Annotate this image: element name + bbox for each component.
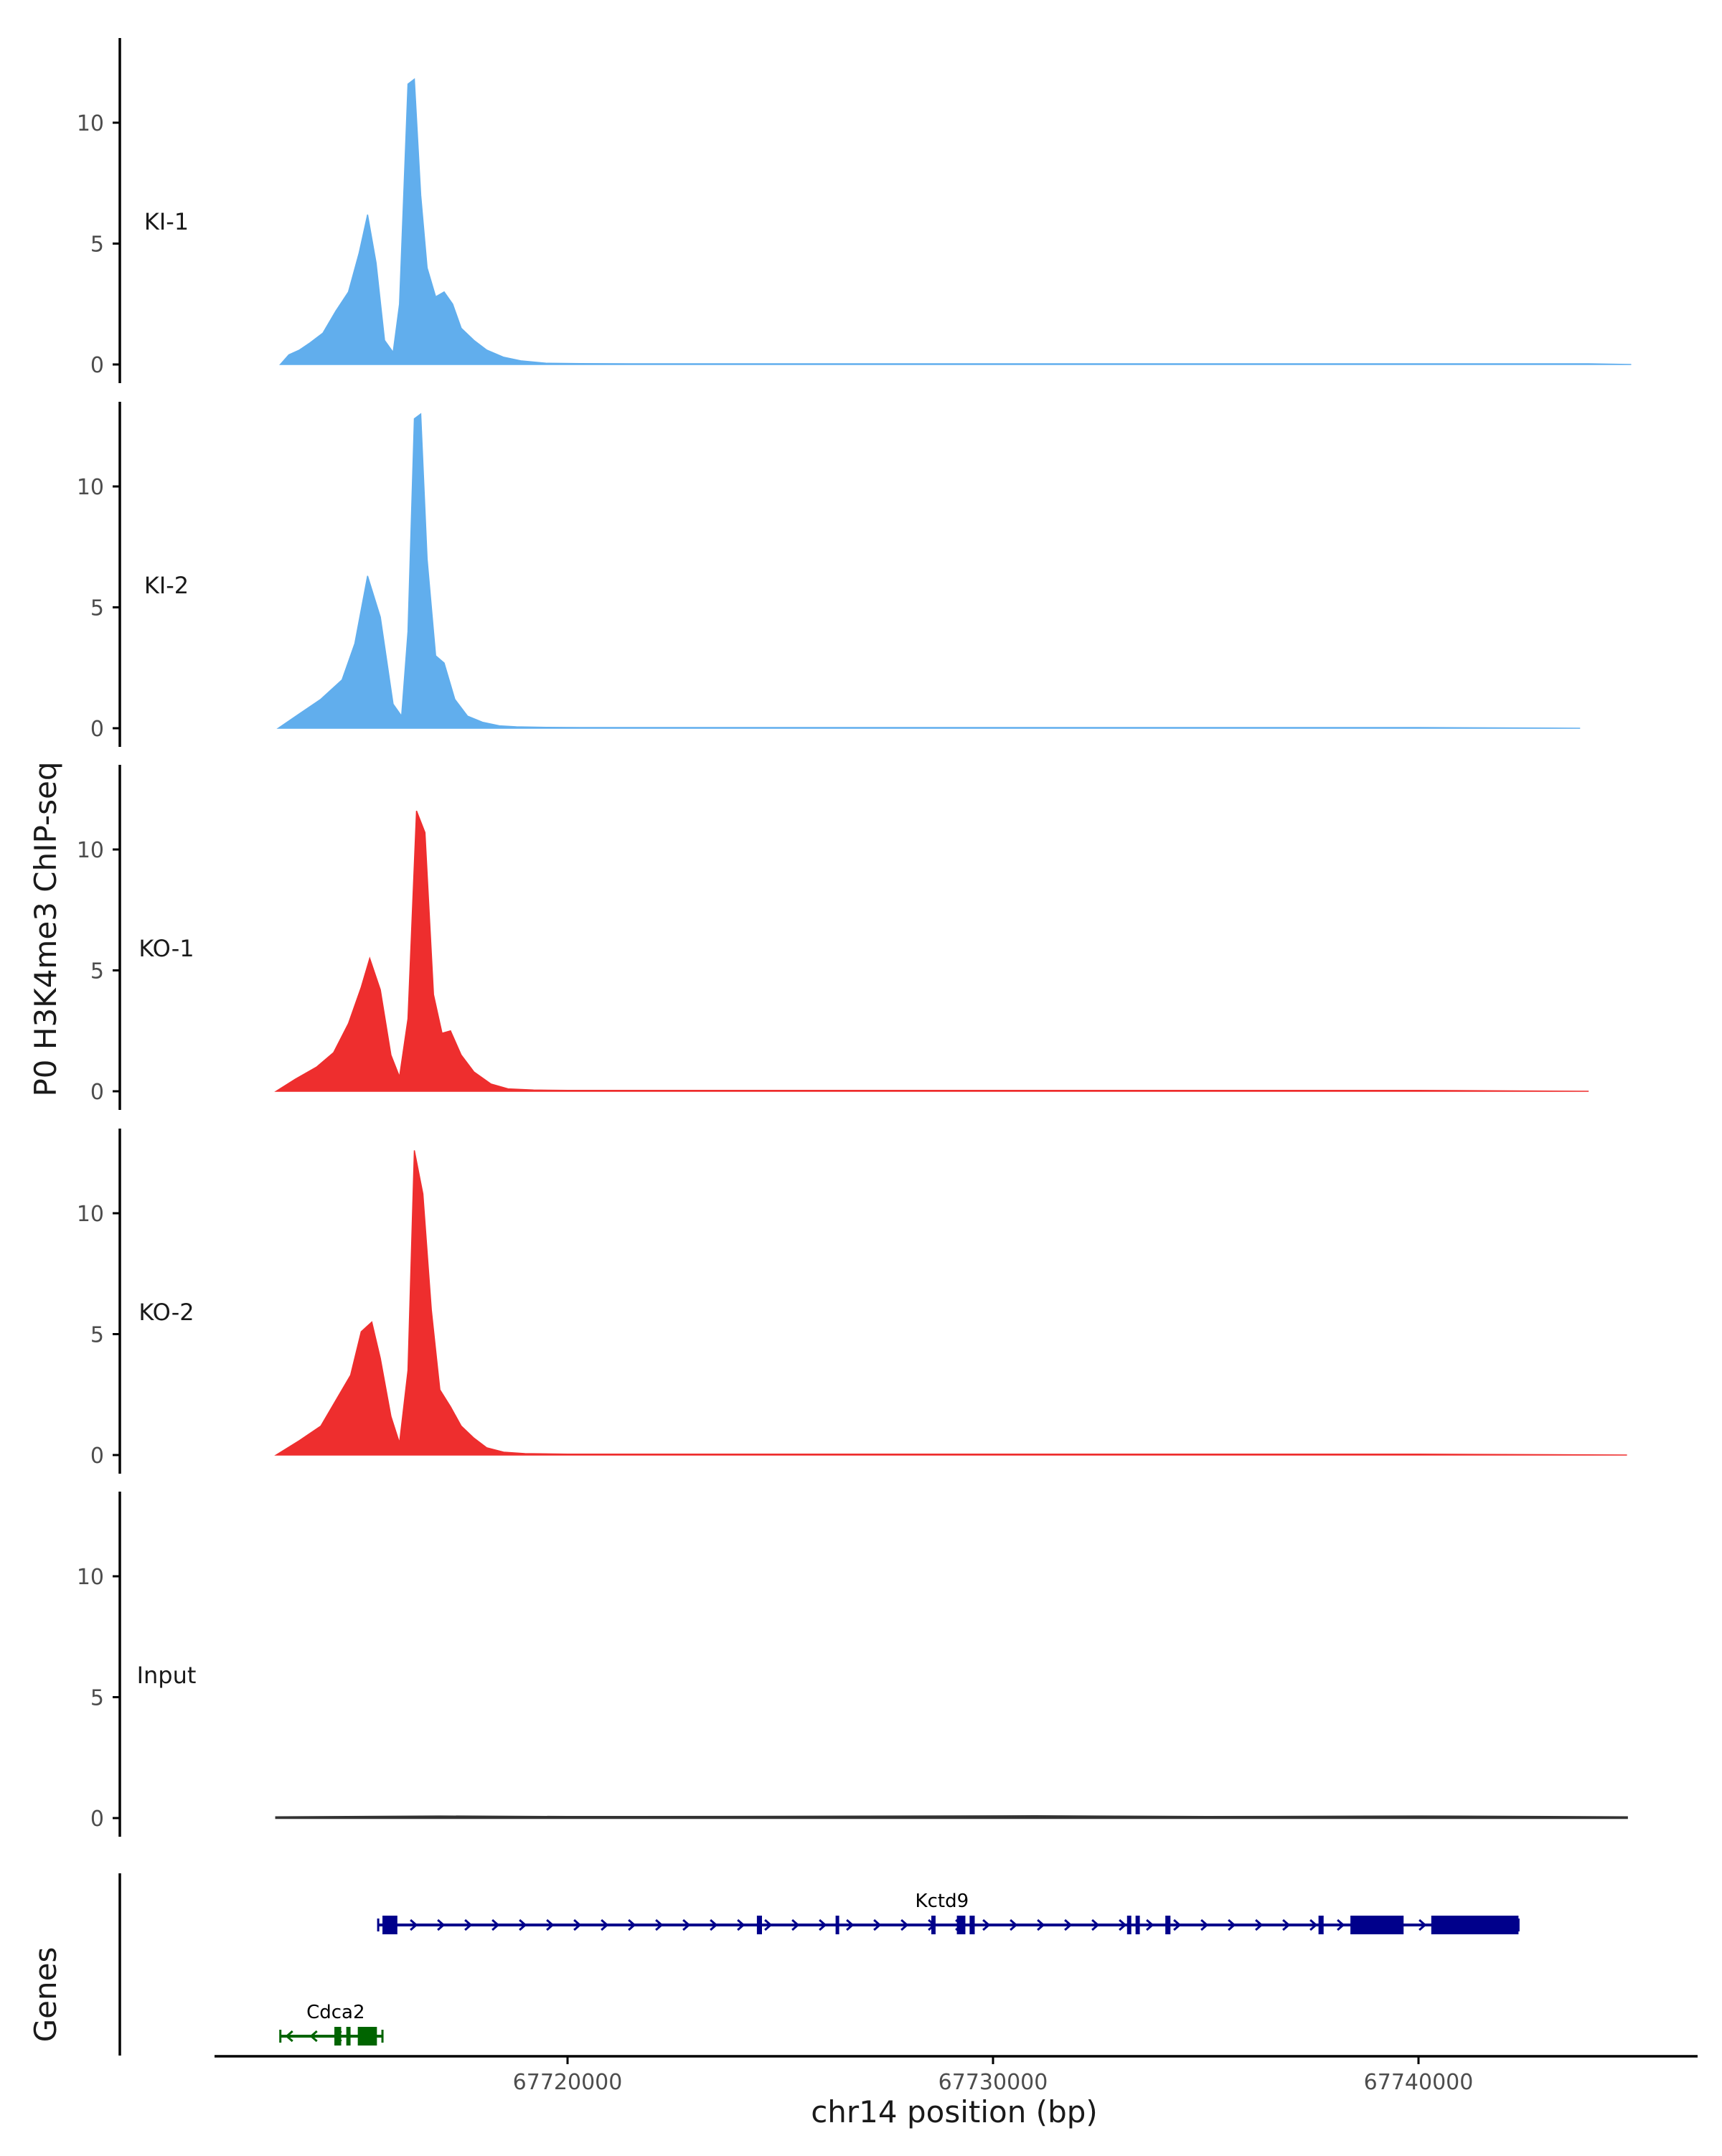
- gene-exon: [969, 1916, 975, 1934]
- y-tick-label: 5: [90, 959, 104, 984]
- strand-chevron: [1037, 1919, 1045, 1931]
- y-tick-label: 0: [90, 1807, 104, 1832]
- y-tick-label: 10: [77, 838, 104, 863]
- gene-kctd9: Kctd9: [377, 1891, 1520, 1934]
- strand-chevron: [1282, 1919, 1291, 1931]
- y-tick-label: 0: [90, 353, 104, 378]
- strand-chevron: [519, 1919, 527, 1931]
- gene-track: Kctd9 Cdca2: [118, 1873, 1520, 2056]
- signal-area: [275, 1815, 1628, 1820]
- strand-chevron: [285, 2030, 293, 2043]
- strand-chevron: [546, 1919, 555, 1931]
- track-label: KO-2: [138, 1299, 194, 1326]
- y-tick-label: 0: [90, 717, 104, 742]
- y-tick-label: 5: [90, 1686, 104, 1711]
- x-tick-label: 67730000: [938, 2070, 1048, 2095]
- x-axis: 67720000 67730000 67740000: [215, 2055, 1698, 2095]
- strand-chevron: [628, 1919, 636, 1931]
- signal-area: [279, 77, 1632, 365]
- track-label: KO-1: [138, 935, 194, 962]
- strand-chevron: [1091, 1919, 1100, 1931]
- strand-chevron: [1255, 1919, 1264, 1931]
- strand-chevron: [1119, 1919, 1127, 1931]
- strand-chevron: [1064, 1919, 1073, 1931]
- strand-chevron: [573, 1919, 582, 1931]
- y-tick-label: 5: [90, 232, 104, 258]
- track-input: 0 5 10 Input: [77, 1492, 1628, 1837]
- y-tick-label: 10: [77, 111, 104, 136]
- track-ki-2: 0 5 10 KI-2: [77, 402, 1581, 747]
- x-tick-label: 67740000: [1364, 2070, 1474, 2095]
- gene-exon: [1318, 1916, 1324, 1934]
- strand-chevron: [437, 1919, 446, 1931]
- strand-chevron: [491, 1919, 500, 1931]
- gene-label: Cdca2: [306, 2002, 364, 2023]
- gene-exon: [346, 2027, 351, 2046]
- strand-chevron: [682, 1919, 691, 1931]
- y-tick-label: 10: [77, 1565, 104, 1590]
- strand-chevron: [982, 1919, 991, 1931]
- gene-exon: [956, 1916, 966, 1934]
- strand-chevron: [601, 1919, 609, 1931]
- strand-chevron: [791, 1919, 800, 1931]
- y-tick-label: 0: [90, 1444, 104, 1469]
- strand-chevron: [819, 1919, 827, 1931]
- gene-label: Kctd9: [916, 1891, 969, 1912]
- gene-exon: [1350, 1916, 1404, 1934]
- signal-area: [274, 810, 1589, 1092]
- gene-exon: [1431, 1916, 1519, 1934]
- strand-chevron: [710, 1919, 718, 1931]
- strand-chevron: [1418, 1919, 1427, 1931]
- track-ko-2: 0 5 10 KO-2: [77, 1129, 1627, 1474]
- gene-exon: [1135, 1916, 1140, 1934]
- strand-chevron: [1173, 1919, 1182, 1931]
- y-tick-label: 5: [90, 596, 104, 621]
- track-ko-1: 0 5 10 KO-1: [77, 765, 1589, 1110]
- gene-exon: [835, 1916, 839, 1934]
- gene-exon: [1126, 1916, 1131, 1934]
- strand-chevron: [1228, 1919, 1236, 1931]
- strand-chevron: [655, 1919, 664, 1931]
- gene-exon: [382, 1916, 397, 1934]
- gene-exon: [357, 2027, 377, 2046]
- strand-chevron: [900, 1919, 909, 1931]
- strand-chevron: [309, 2030, 318, 2043]
- y-tick-label: 0: [90, 1080, 104, 1105]
- strand-chevron: [1200, 1919, 1209, 1931]
- track-ki-1: 0 5 10 KI-1: [77, 38, 1632, 383]
- track-label: KI-2: [144, 572, 189, 599]
- gene-exon: [1165, 1916, 1171, 1934]
- strand-chevron: [410, 1919, 418, 1931]
- strand-chevron: [1146, 1919, 1154, 1931]
- gene-exon: [931, 1916, 936, 1934]
- y-axis-title: P0 H3K4me3 ChIP-seq: [28, 761, 63, 1096]
- y-tick-label: 10: [77, 1202, 104, 1227]
- strand-chevron: [1010, 1919, 1018, 1931]
- strand-chevron: [873, 1919, 882, 1931]
- strand-chevron: [464, 1919, 473, 1931]
- signal-tracks: 0 5 10 KI-1 0 5 10 KI-2 0 5 10 KO-1 0 5 10 KO-2 0 5 10 Inpu…: [77, 38, 1632, 1837]
- genes-track-title: Genes: [28, 1947, 63, 2043]
- x-tick-label: 67720000: [513, 2070, 623, 2095]
- strand-chevron: [1309, 1919, 1318, 1931]
- gene-cdca2: Cdca2: [279, 2002, 384, 2046]
- y-tick-label: 5: [90, 1323, 104, 1348]
- signal-area: [274, 1150, 1627, 1456]
- strand-chevron: [764, 1919, 773, 1931]
- track-label: KI-1: [144, 208, 189, 235]
- strand-chevron: [737, 1919, 745, 1931]
- y-tick-label: 10: [77, 475, 104, 500]
- strand-chevron: [1337, 1919, 1345, 1931]
- x-axis-title: chr14 position (bp): [811, 2094, 1098, 2129]
- signal-area: [276, 413, 1581, 729]
- gene-exon: [334, 2027, 342, 2046]
- strand-chevron: [846, 1919, 855, 1931]
- gene-exon: [756, 1916, 763, 1934]
- track-label: Input: [137, 1662, 197, 1689]
